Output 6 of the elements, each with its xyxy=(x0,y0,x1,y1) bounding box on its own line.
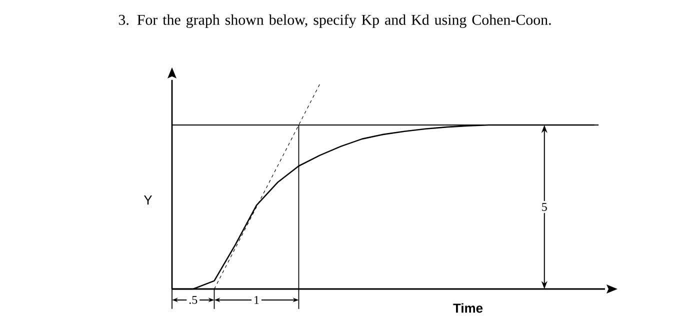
y-axis-title: Y xyxy=(144,196,152,204)
text: 1 xyxy=(254,296,259,304)
chart-title: 3. For the graph shown below, specify Kp and Kd using Cohen-Coon. xyxy=(118,14,551,28)
annotation: 5 xyxy=(542,203,547,211)
x-axis-title: Time xyxy=(453,303,483,313)
text: .5 xyxy=(189,296,198,304)
